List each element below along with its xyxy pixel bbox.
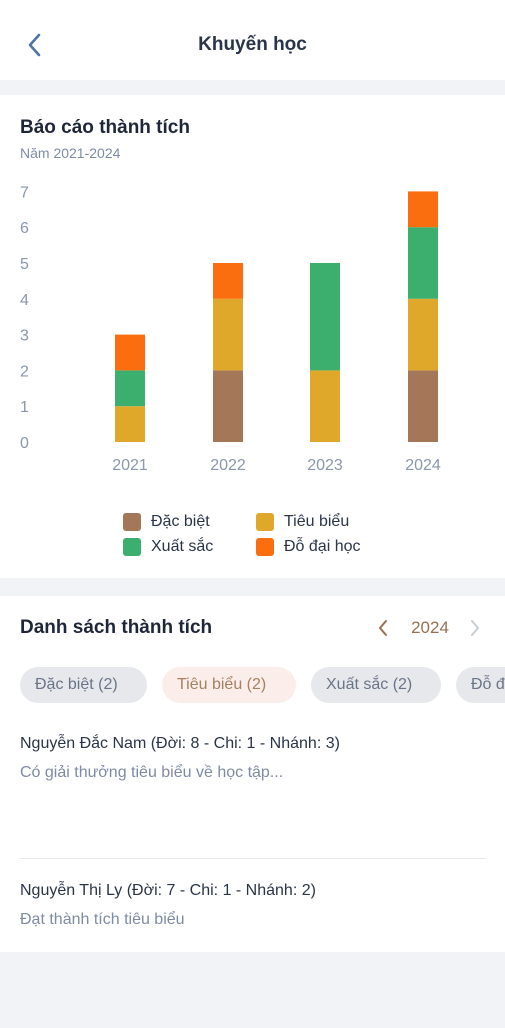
chevron-right-icon — [471, 620, 479, 636]
chip-xuat-sac[interactable]: Xuất sắc (2) — [311, 667, 441, 703]
list-item[interactable]: Nguyễn Thị Ly (Đời: 7 - Chi: 1 - Nhánh: … — [20, 882, 316, 929]
legend-item-tieu-bieu: Tiêu biểu — [256, 513, 349, 531]
report-title: Báo cáo thành tích — [20, 117, 190, 138]
bar-segment — [115, 370, 145, 407]
legend-label: Xuất sắc — [151, 538, 214, 555]
list-item[interactable]: Nguyễn Đắc Nam (Đời: 8 - Chi: 1 - Nhánh:… — [20, 735, 340, 782]
entry-name: Nguyễn Đắc Nam (Đời: 8 - Chi: 1 - Nhánh:… — [20, 735, 340, 752]
x-tick-label: 2022 — [210, 457, 246, 474]
chip-do-dai-hoc[interactable]: Đỗ đại học (1) — [456, 667, 505, 703]
report-subtitle: Năm 2021-2024 — [20, 145, 121, 161]
x-tick-label: 2023 — [307, 457, 343, 474]
bar-segment — [213, 263, 243, 299]
legend-swatch — [123, 538, 141, 556]
entry-description: Đạt thành tích tiêu biểu — [20, 911, 185, 928]
bar-segment — [408, 370, 438, 442]
legend-swatch — [256, 513, 274, 531]
selected-year: 2024 — [411, 618, 449, 637]
legend-swatch — [123, 513, 141, 531]
y-tick-label: 4 — [20, 292, 29, 309]
list-title: Danh sách thành tích — [20, 617, 213, 638]
bar-segment — [115, 406, 145, 442]
entry-name: Nguyễn Thị Ly (Đời: 7 - Chi: 1 - Nhánh: … — [20, 882, 316, 899]
chevron-left-icon — [28, 33, 41, 57]
chip-tieu-bieu[interactable]: Tiêu biểu (2) — [162, 667, 296, 703]
legend-item-do-dai-hoc: Đỗ đại học — [256, 538, 361, 556]
y-tick-label: 6 — [20, 220, 29, 237]
legend-swatch — [256, 538, 274, 556]
bar-segment — [408, 227, 438, 299]
back-button[interactable] — [20, 28, 50, 62]
bar-segment — [310, 263, 340, 371]
app-header: Khuyến học — [0, 0, 505, 80]
y-tick-label: 1 — [20, 399, 29, 416]
chevron-left-icon — [379, 620, 387, 636]
next-year-button[interactable] — [465, 617, 485, 639]
x-tick-label: 2021 — [112, 457, 148, 474]
legend-label: Đỗ đại học — [284, 538, 361, 555]
achievement-list-card — [0, 596, 505, 952]
bar-segment — [213, 298, 243, 371]
y-tick-label: 5 — [20, 256, 29, 273]
page-title: Khuyến học — [198, 34, 307, 55]
legend-label: Tiêu biểu — [284, 513, 350, 530]
legend-item-dac-biet: Đặc biệt — [123, 513, 210, 531]
y-tick-label: 3 — [20, 328, 29, 345]
bar-segment — [310, 370, 340, 442]
legend-label: Đặc biệt — [151, 513, 210, 530]
bar-segment — [408, 191, 438, 228]
divider — [20, 858, 486, 859]
y-tick-label: 7 — [20, 184, 29, 201]
bar-segment — [115, 334, 145, 371]
legend-item-xuat-sac: Xuất sắc — [123, 538, 213, 556]
chip-dac-biet[interactable]: Đặc biệt (2) — [20, 667, 147, 703]
entry-description: Có giải thưởng tiêu biểu về học tập... — [20, 764, 284, 781]
bar-segment — [408, 298, 438, 371]
x-tick-label: 2024 — [405, 457, 441, 474]
prev-year-button[interactable] — [373, 617, 393, 639]
stacked-bar-chart: 0 1 2 3 4 5 6 7 2021 2022 2023 2024 — [20, 184, 441, 474]
category-filter-chips: Đặc biệt (2) Tiêu biểu (2) Xuất sắc (2) … — [0, 667, 505, 703]
y-tick-label: 0 — [20, 435, 29, 452]
y-tick-label: 2 — [20, 363, 29, 380]
bar-segment — [213, 370, 243, 442]
